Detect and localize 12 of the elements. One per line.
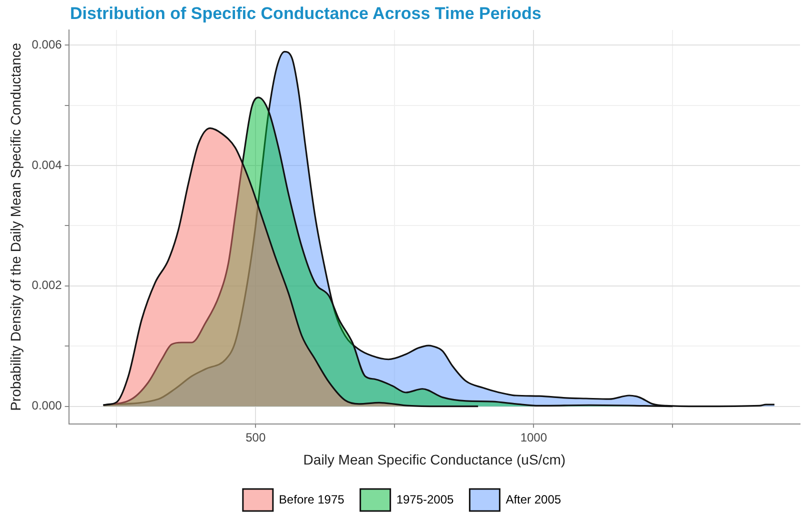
x-axis-title: Daily Mean Specific Conductance (uS/cm) — [303, 451, 566, 468]
legend-label: After 2005 — [506, 492, 562, 506]
y-axis-title: Probability Density of the Daily Mean Specific Conductance — [7, 42, 24, 411]
y-tick-label: 0.002 — [32, 278, 62, 292]
y-tick-label: 0.004 — [32, 158, 62, 172]
legend-label: 1975-2005 — [396, 492, 454, 506]
y-tick-label: 0.000 — [32, 398, 62, 413]
legend-label: Before 1975 — [278, 492, 345, 506]
x-tick-label: 1000 — [520, 430, 548, 444]
x-tick-label: 500 — [246, 430, 266, 444]
y-tick-label: 0.006 — [32, 37, 62, 52]
chart-title: Distribution of Specific Conductance Across Time Periods — [70, 4, 542, 24]
